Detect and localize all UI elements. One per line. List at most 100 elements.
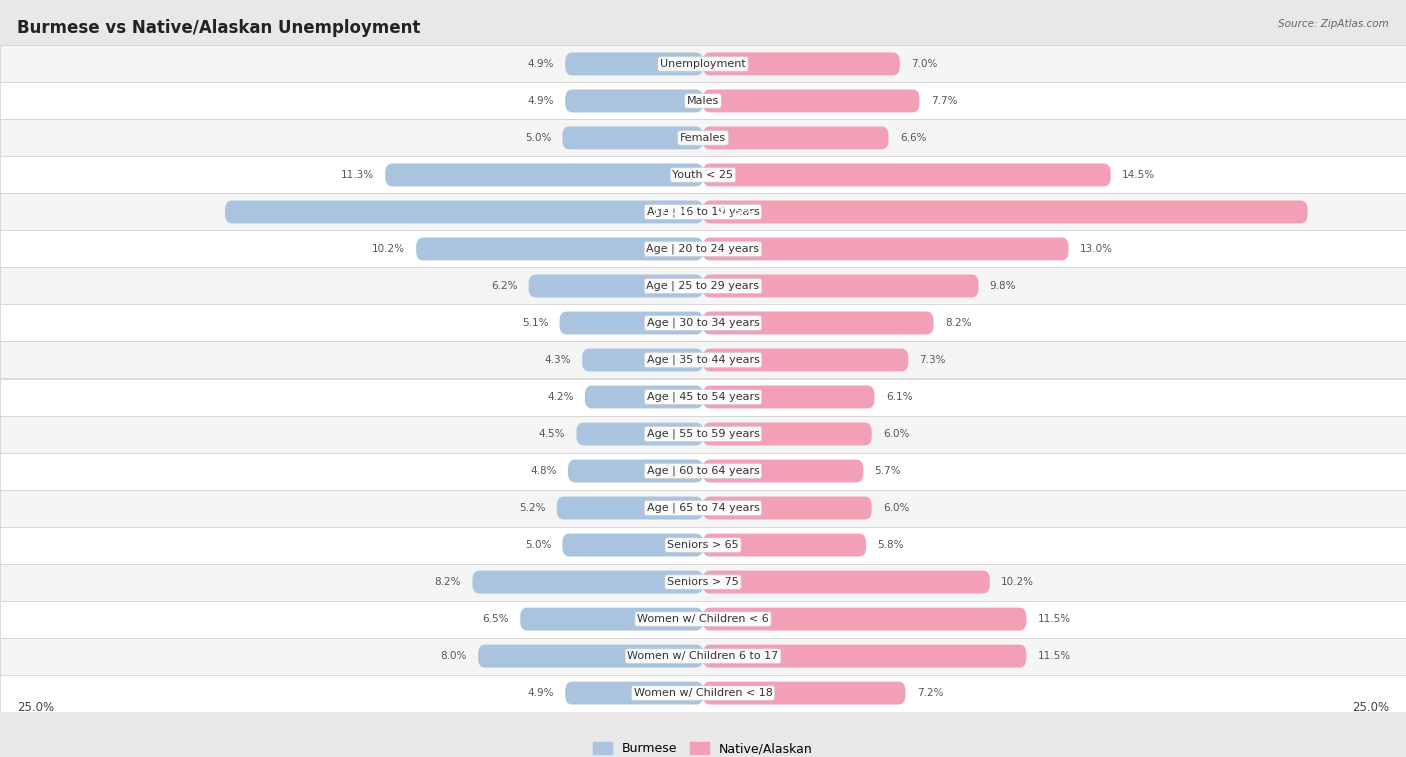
- Text: 6.0%: 6.0%: [883, 429, 910, 439]
- Text: Source: ZipAtlas.com: Source: ZipAtlas.com: [1278, 19, 1389, 29]
- FancyBboxPatch shape: [557, 497, 703, 519]
- FancyBboxPatch shape: [703, 164, 1111, 186]
- Text: 5.0%: 5.0%: [524, 133, 551, 143]
- FancyBboxPatch shape: [478, 645, 703, 668]
- FancyBboxPatch shape: [703, 497, 872, 519]
- Bar: [0, 194, 1406, 230]
- FancyBboxPatch shape: [703, 89, 920, 112]
- FancyBboxPatch shape: [703, 348, 908, 372]
- FancyBboxPatch shape: [703, 201, 1308, 223]
- Text: Males: Males: [688, 96, 718, 106]
- Bar: [0, 45, 1406, 83]
- Text: Age | 45 to 54 years: Age | 45 to 54 years: [647, 392, 759, 402]
- Text: 6.6%: 6.6%: [900, 133, 927, 143]
- Text: 9.8%: 9.8%: [990, 281, 1017, 291]
- FancyBboxPatch shape: [529, 275, 703, 298]
- Text: 6.0%: 6.0%: [883, 503, 910, 513]
- FancyBboxPatch shape: [576, 422, 703, 445]
- Text: Youth < 25: Youth < 25: [672, 170, 734, 180]
- Legend: Burmese, Native/Alaskan: Burmese, Native/Alaskan: [593, 743, 813, 755]
- Text: 4.9%: 4.9%: [527, 96, 554, 106]
- Text: 13.0%: 13.0%: [1080, 244, 1112, 254]
- FancyBboxPatch shape: [703, 422, 872, 445]
- Text: 11.5%: 11.5%: [1038, 614, 1071, 624]
- Text: 8.2%: 8.2%: [434, 577, 461, 587]
- Text: 4.9%: 4.9%: [527, 59, 554, 69]
- Text: 7.3%: 7.3%: [920, 355, 946, 365]
- FancyBboxPatch shape: [568, 459, 703, 482]
- Text: Age | 35 to 44 years: Age | 35 to 44 years: [647, 355, 759, 365]
- Text: 5.1%: 5.1%: [522, 318, 548, 328]
- Text: Women w/ Children < 6: Women w/ Children < 6: [637, 614, 769, 624]
- Bar: [0, 267, 1406, 304]
- Text: 4.5%: 4.5%: [538, 429, 565, 439]
- Text: Women w/ Children < 18: Women w/ Children < 18: [634, 688, 772, 698]
- FancyBboxPatch shape: [520, 608, 703, 631]
- Text: 14.5%: 14.5%: [1122, 170, 1156, 180]
- Text: Women w/ Children 6 to 17: Women w/ Children 6 to 17: [627, 651, 779, 661]
- FancyBboxPatch shape: [703, 459, 863, 482]
- FancyBboxPatch shape: [703, 238, 1069, 260]
- FancyBboxPatch shape: [560, 312, 703, 335]
- Bar: [0, 637, 1406, 674]
- Text: 11.5%: 11.5%: [1038, 651, 1071, 661]
- FancyBboxPatch shape: [565, 52, 703, 76]
- Bar: [0, 304, 1406, 341]
- FancyBboxPatch shape: [703, 571, 990, 593]
- Bar: [0, 83, 1406, 120]
- Text: Age | 20 to 24 years: Age | 20 to 24 years: [647, 244, 759, 254]
- FancyBboxPatch shape: [703, 681, 905, 705]
- FancyBboxPatch shape: [562, 126, 703, 149]
- FancyBboxPatch shape: [703, 385, 875, 409]
- Text: 5.8%: 5.8%: [877, 540, 904, 550]
- Text: 25.0%: 25.0%: [17, 701, 53, 715]
- Bar: [0, 600, 1406, 637]
- FancyBboxPatch shape: [565, 89, 703, 112]
- Text: 7.7%: 7.7%: [931, 96, 957, 106]
- Bar: [0, 674, 1406, 712]
- FancyBboxPatch shape: [703, 275, 979, 298]
- FancyBboxPatch shape: [703, 312, 934, 335]
- Text: 5.2%: 5.2%: [519, 503, 546, 513]
- FancyBboxPatch shape: [703, 126, 889, 149]
- Text: 5.7%: 5.7%: [875, 466, 901, 476]
- Text: 6.2%: 6.2%: [491, 281, 517, 291]
- Bar: [0, 230, 1406, 267]
- Text: Age | 65 to 74 years: Age | 65 to 74 years: [647, 503, 759, 513]
- Bar: [0, 157, 1406, 194]
- FancyBboxPatch shape: [582, 348, 703, 372]
- Text: 5.0%: 5.0%: [524, 540, 551, 550]
- Text: Age | 60 to 64 years: Age | 60 to 64 years: [647, 466, 759, 476]
- FancyBboxPatch shape: [562, 534, 703, 556]
- FancyBboxPatch shape: [585, 385, 703, 409]
- FancyBboxPatch shape: [703, 608, 1026, 631]
- Text: Age | 30 to 34 years: Age | 30 to 34 years: [647, 318, 759, 329]
- Text: 4.9%: 4.9%: [527, 688, 554, 698]
- Bar: [0, 527, 1406, 563]
- Bar: [0, 416, 1406, 453]
- FancyBboxPatch shape: [225, 201, 703, 223]
- FancyBboxPatch shape: [472, 571, 703, 593]
- Text: 7.0%: 7.0%: [911, 59, 938, 69]
- Text: 25.0%: 25.0%: [1353, 701, 1389, 715]
- FancyBboxPatch shape: [703, 645, 1026, 668]
- Text: Age | 16 to 19 years: Age | 16 to 19 years: [647, 207, 759, 217]
- Text: 8.0%: 8.0%: [440, 651, 467, 661]
- Text: 17.0%: 17.0%: [652, 207, 689, 217]
- FancyBboxPatch shape: [416, 238, 703, 260]
- Text: 10.2%: 10.2%: [373, 244, 405, 254]
- FancyBboxPatch shape: [703, 52, 900, 76]
- Text: Seniors > 65: Seniors > 65: [668, 540, 738, 550]
- Text: 21.5%: 21.5%: [717, 207, 754, 217]
- Text: 10.2%: 10.2%: [1001, 577, 1033, 587]
- Text: 7.2%: 7.2%: [917, 688, 943, 698]
- Bar: [0, 378, 1406, 416]
- Text: 4.3%: 4.3%: [544, 355, 571, 365]
- Text: 6.1%: 6.1%: [886, 392, 912, 402]
- FancyBboxPatch shape: [703, 534, 866, 556]
- Text: Seniors > 75: Seniors > 75: [666, 577, 740, 587]
- Bar: [0, 490, 1406, 527]
- Text: 6.5%: 6.5%: [482, 614, 509, 624]
- Text: Age | 25 to 29 years: Age | 25 to 29 years: [647, 281, 759, 291]
- FancyBboxPatch shape: [385, 164, 703, 186]
